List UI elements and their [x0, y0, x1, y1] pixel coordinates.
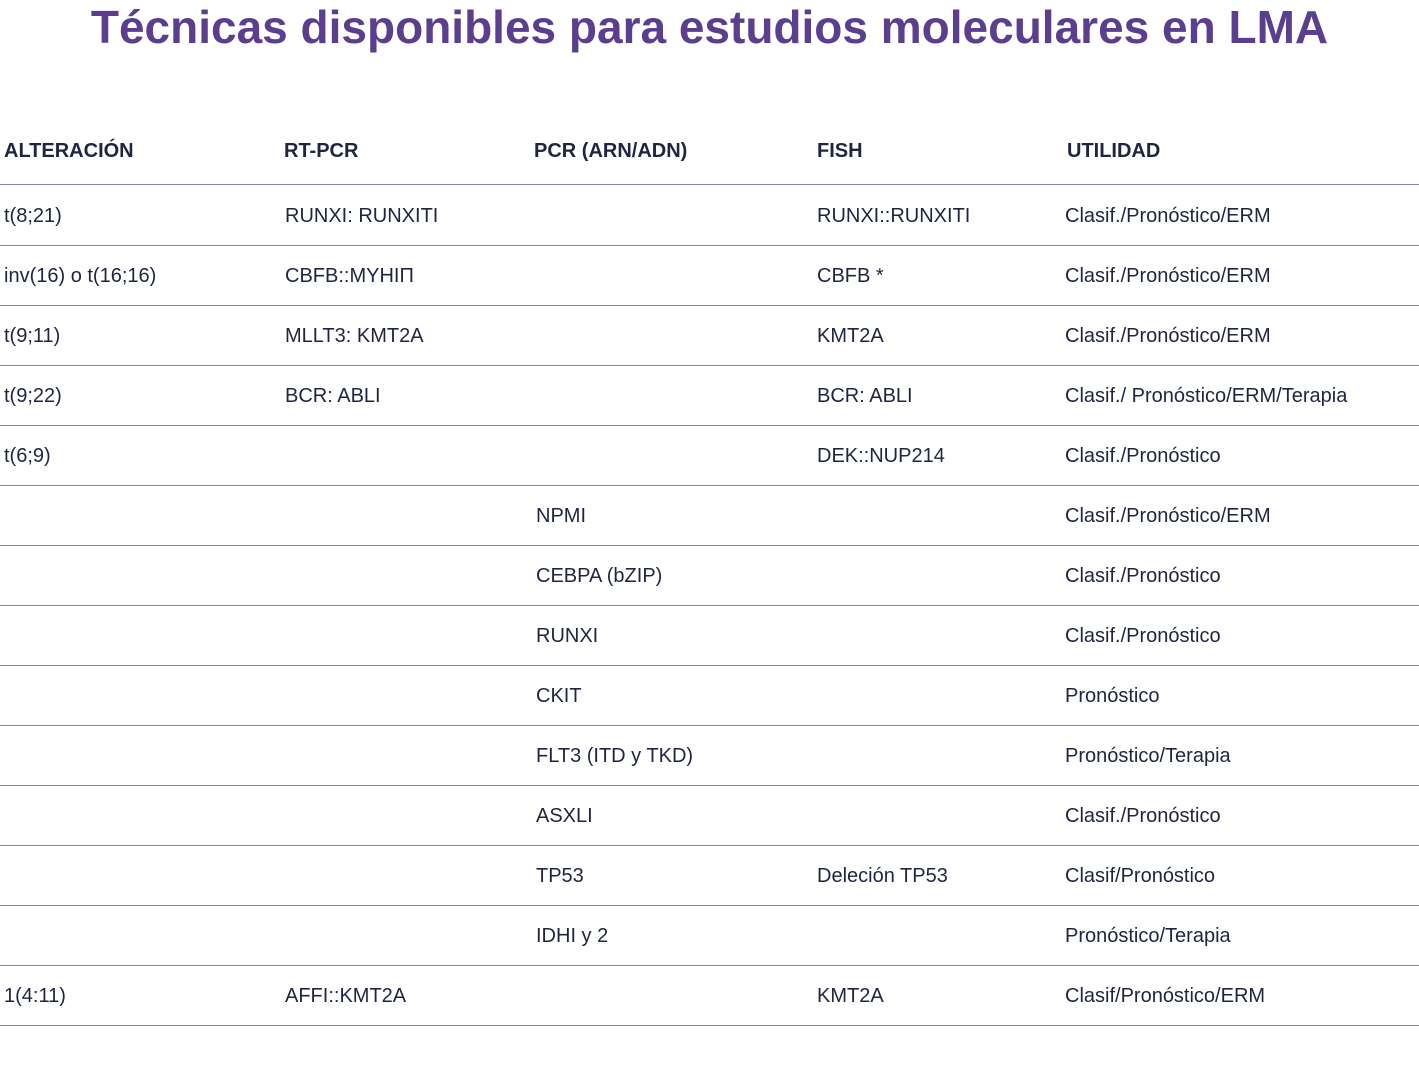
- row-divider: [0, 245, 1419, 246]
- row-divider: [0, 905, 1419, 906]
- column-header: FISH: [817, 140, 863, 162]
- table-cell: CBFB *: [817, 265, 884, 287]
- column-header: PCR (ARN/ADN): [534, 140, 688, 162]
- title: Técnicas disponibles para estudios molec…: [90, 1, 1329, 53]
- table-cell: Clasif./Pronóstico/ERM: [1065, 205, 1271, 227]
- table-cell: Clasif./Pronóstico/ERM: [1065, 265, 1271, 287]
- table-cell: KMT2A: [817, 325, 884, 347]
- row-divider: [0, 365, 1419, 366]
- table-cell: CBFB::MYHIП: [285, 265, 414, 287]
- row-divider: [0, 1025, 1419, 1026]
- column-header: RT-PCR: [284, 140, 359, 162]
- row-divider: [0, 665, 1419, 666]
- column-header: UTILIDAD: [1067, 140, 1161, 162]
- row-divider: [0, 305, 1419, 306]
- table-cell: Clasif/Pronóstico: [1065, 865, 1216, 887]
- table-cell: MLLT3: KMT2A: [285, 325, 424, 347]
- table-cell: IDHI y 2: [536, 925, 609, 947]
- table-cell: inv(16) o t(16;16): [4, 265, 157, 287]
- row-divider: [0, 965, 1419, 966]
- row-divider: [0, 605, 1419, 606]
- table-cell: Clasif/Pronóstico/ERM: [1065, 985, 1266, 1007]
- table-cell: Pronóstico/Terapia: [1065, 925, 1231, 947]
- row-divider: [0, 485, 1419, 486]
- table-cell: CKIT: [536, 685, 582, 707]
- table-cell: Clasif./Pronóstico: [1065, 625, 1221, 647]
- table-cell: 1(4:11): [4, 985, 66, 1007]
- table-cell: RUNXI::RUNXITI: [817, 205, 971, 227]
- table-cell: t(9;22): [4, 385, 62, 407]
- table-cell: DEK::NUP214: [817, 445, 945, 467]
- column-header: ALTERACIÓN: [4, 140, 134, 162]
- row-divider: [0, 425, 1419, 426]
- table-cell: Deleción TP53: [817, 865, 948, 887]
- row-divider: [0, 785, 1419, 786]
- table-cell: ASXLI: [536, 805, 593, 827]
- table-cell: Clasif./Pronóstico/ERM: [1065, 505, 1271, 527]
- table-cell: TP53: [536, 865, 584, 887]
- table-cell: FLT3 (ITD y TKD): [536, 745, 694, 767]
- header-divider: [0, 184, 1419, 185]
- table-cell: BCR: ABLI: [817, 385, 913, 407]
- row-divider: [0, 545, 1419, 546]
- table-cell: Pronóstico/Terapia: [1065, 745, 1231, 767]
- table-cell: Pronóstico: [1065, 685, 1160, 707]
- row-divider: [0, 845, 1419, 846]
- table-cell: CEBPA (bZIP): [536, 565, 663, 587]
- table-cell: Clasif./Pronóstico: [1065, 805, 1221, 827]
- table-cell: RUNXI: RUNXITI: [285, 205, 439, 227]
- table-cell: NPMI: [536, 505, 586, 527]
- table-cell: Clasif./Pronóstico: [1065, 565, 1221, 587]
- table-cell: RUNXI: [536, 625, 599, 647]
- table-cell: Clasif./Pronóstico: [1065, 445, 1221, 467]
- table-cell: Clasif./Pronóstico/ERM: [1065, 325, 1271, 347]
- table-cell: AFFI::KMT2A: [285, 985, 407, 1007]
- table-cell: t(6;9): [4, 445, 51, 467]
- table-cell: t(9;11): [4, 325, 61, 347]
- row-divider: [0, 725, 1419, 726]
- table-cell: KMT2A: [817, 985, 884, 1007]
- table-cell: t(8;21): [4, 205, 62, 227]
- table-cell: Clasif./ Pronóstico/ERM/Terapia: [1065, 385, 1348, 407]
- table-cell: BCR: ABLI: [285, 385, 381, 407]
